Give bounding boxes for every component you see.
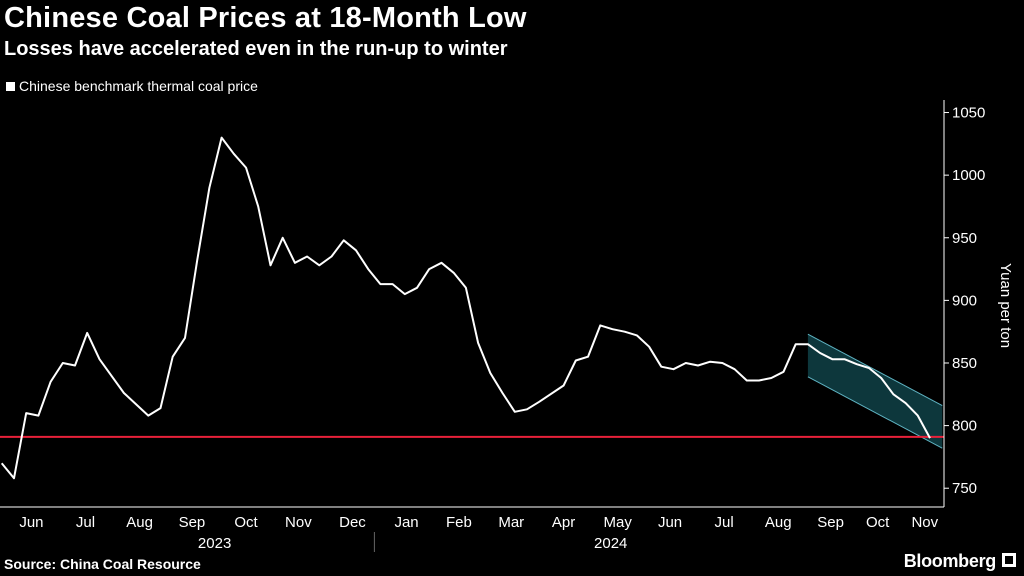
legend: Chinese benchmark thermal coal price (6, 78, 258, 94)
x-month-label: Jan (394, 514, 418, 531)
series-line (0, 136, 931, 480)
y-tick-label: 1050 (952, 105, 985, 122)
x-year-label: 2024 (594, 535, 627, 552)
chart-subtitle: Losses have accelerated even in the run-… (4, 38, 508, 60)
y-tick-label: 750 (952, 480, 977, 497)
trend-channel-upper (807, 333, 943, 407)
bloomberg-mark-icon (1002, 553, 1016, 567)
trend-channel-fill (807, 334, 943, 449)
y-tick-label: 850 (952, 355, 977, 372)
legend-label: Chinese benchmark thermal coal price (19, 78, 258, 94)
x-month-label: Aug (765, 514, 792, 531)
x-month-label: Mar (498, 514, 524, 531)
x-month-label: Sep (817, 514, 844, 531)
x-month-label: Oct (866, 514, 890, 531)
x-month-label: Dec (339, 514, 366, 531)
x-month-label: Nov (911, 514, 938, 531)
source-note: Source: China Coal Resource (4, 556, 201, 572)
y-tick-label: 800 (952, 418, 977, 435)
x-month-label: Sep (179, 514, 206, 531)
x-month-label: May (604, 514, 633, 531)
x-month-label: Feb (446, 514, 472, 531)
x-month-label: Jul (715, 514, 734, 531)
x-month-label: Jun (19, 514, 43, 531)
x-month-label: Jul (76, 514, 95, 531)
bloomberg-logo: Bloomberg (903, 551, 997, 571)
x-month-label: Aug (126, 514, 153, 531)
x-month-label: Nov (285, 514, 312, 531)
x-month-label: Jun (658, 514, 682, 531)
x-month-label: Apr (552, 514, 575, 531)
y-axis-title: Yuan per ton (997, 263, 1014, 348)
y-tick-label: 1000 (952, 167, 985, 184)
x-year-label: 2023 (198, 535, 231, 552)
y-tick-label: 950 (952, 230, 977, 247)
chart-title: Chinese Coal Prices at 18-Month Low (4, 2, 527, 34)
y-tick-label: 900 (952, 292, 977, 309)
legend-swatch (6, 81, 15, 91)
x-month-label: Oct (234, 514, 258, 531)
